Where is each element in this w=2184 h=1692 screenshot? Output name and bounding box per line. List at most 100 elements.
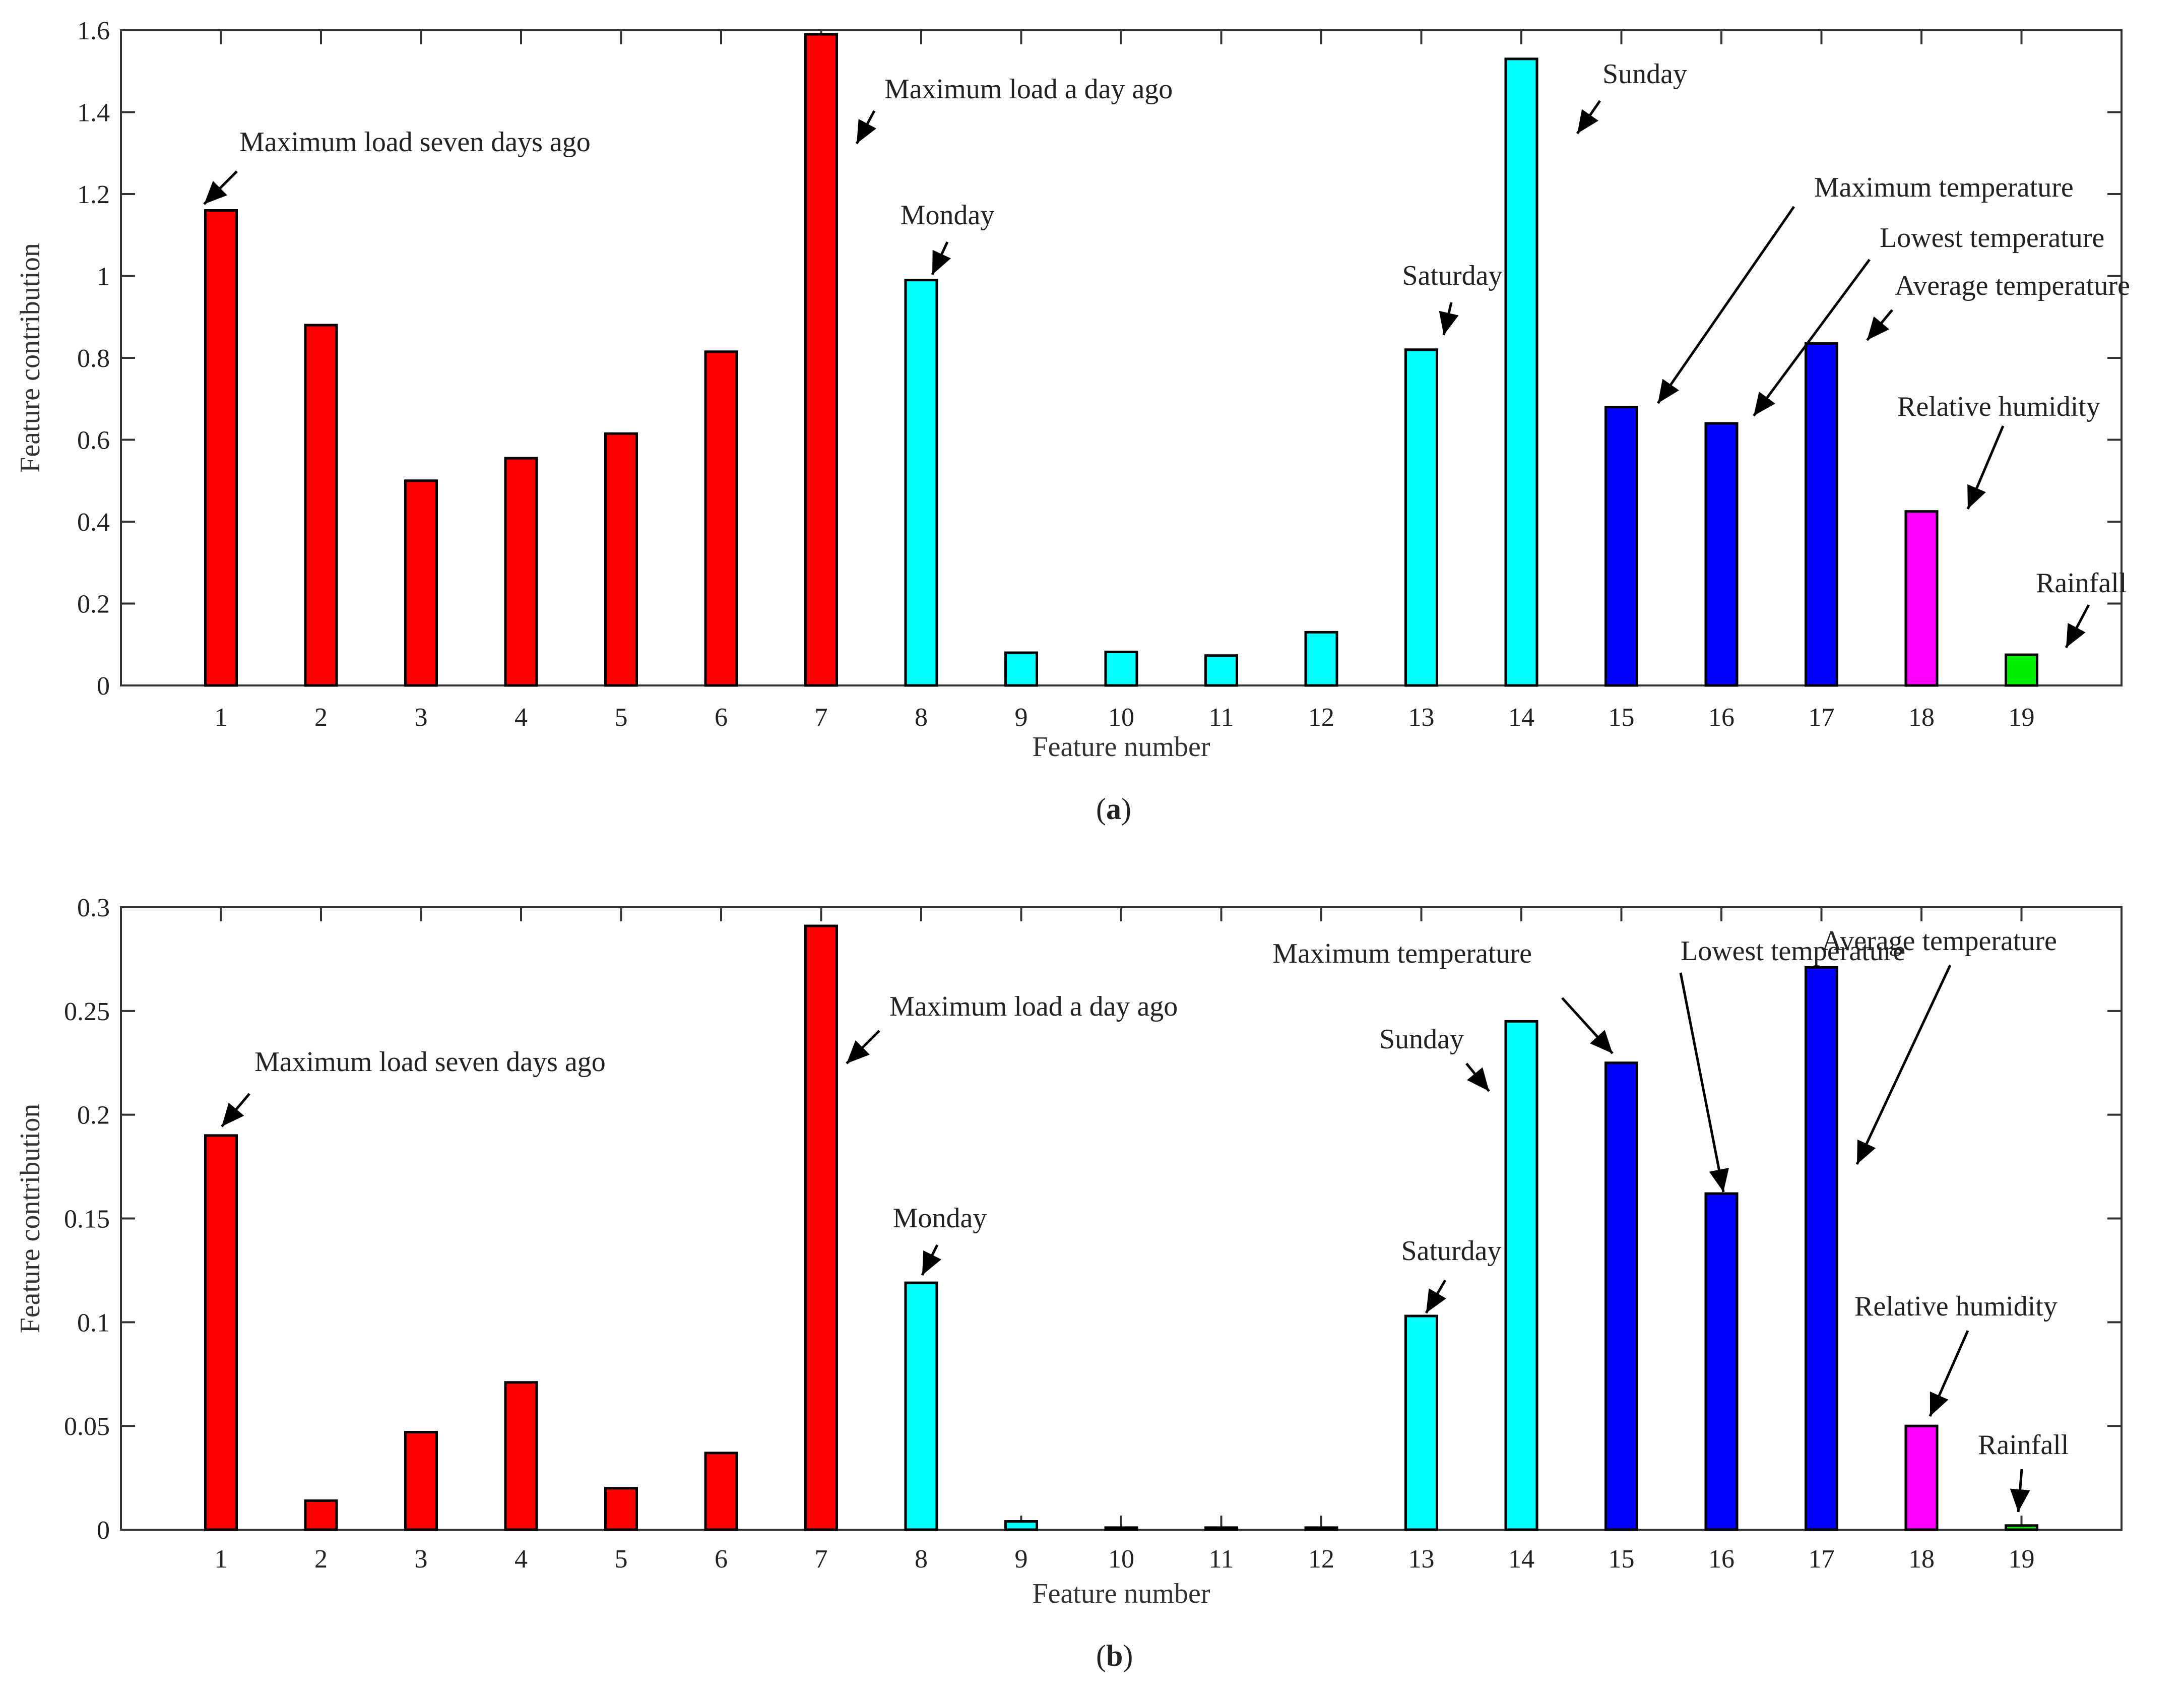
bar-feature-12 [1304,1526,1338,1531]
bar-feature-9 [1004,651,1038,687]
panel-caption: (b) [1096,1639,1133,1672]
annotation-arrow [855,110,876,145]
caption-open-paren: ( [1096,792,1106,826]
annotation-arrow [931,241,951,276]
annotation-arrow [1465,1062,1490,1092]
x-tick-label: 13 [1408,703,1435,732]
annotation-label: Relative humidity [1854,1291,2058,1322]
annotation-label: Lowest temperature [1681,935,1905,967]
annotation-arrow [1439,302,1459,336]
bar-feature-16 [1704,1192,1739,1531]
caption-close-paren: ) [1123,1639,1133,1672]
x-tick-label: 19 [2009,703,2035,732]
bar-feature-1 [204,1134,238,1531]
x-tick-label: 11 [1208,1545,1234,1574]
annotation-arrow [2065,604,2090,649]
x-tick-label: 8 [915,703,928,732]
bar-feature-2 [304,324,338,687]
annotation-arrow [1656,206,1795,404]
x-axis-title: Feature number [1033,731,1210,763]
x-tick-label: 11 [1208,703,1234,732]
annotation-label: Monday [893,1203,987,1234]
x-tick-label: 2 [314,703,328,732]
bar-feature-4 [504,457,538,687]
annotation-label: Saturday [1402,260,1502,291]
x-tick-label: 15 [1609,703,1635,732]
bar-feature-15 [1604,406,1638,687]
annotation-label: Maximum load a day ago [889,991,1178,1022]
y-tick-label: 0.6 [77,426,110,455]
y-tick-label: 0.15 [64,1205,110,1234]
panel-b: 00.050.10.150.20.250.31 2 3 4 5 6 7 8 9 10 11 12 13 1… [15,894,2123,1672]
annotation-label: Lowest temperature [1880,222,2104,254]
annotation-label: Maximum temperature [1272,938,1532,969]
y-tick-label: 1.4 [77,99,110,128]
x-tick-label: 5 [615,703,628,732]
annotation-label: Average temperature [1822,925,2057,957]
y-tick-label: 0.2 [77,590,110,619]
bar-feature-12 [1304,631,1338,687]
annotation-label: Rainfall [2036,568,2127,599]
panel-caption: (a) [1096,792,1131,826]
x-tick-label: 8 [915,1545,928,1574]
bar-feature-11 [1204,654,1238,687]
bar-feature-3 [404,479,438,687]
bar-feature-7 [804,33,838,687]
annotation-label: Sunday [1379,1024,1464,1055]
annotation-arrow [1679,972,1729,1193]
annotation-label: Relative humidity [1897,391,2100,422]
x-tick-label: 7 [815,703,828,732]
x-axis-title: Feature number [1033,1578,1210,1609]
annotation-arrow [1561,997,1614,1054]
bar-feature-7 [804,924,838,1531]
bar-feature-19 [2005,1524,2038,1531]
bar-feature-16 [1704,422,1739,687]
annotation-arrow [1576,100,1601,135]
y-tick-label: 0.1 [77,1308,110,1337]
annotation-label: Rainfall [1978,1429,2069,1461]
annotation-label: Average temperature [1895,270,2130,301]
bar-feature-18 [1904,510,1939,687]
x-tick-label: 14 [1508,703,1534,732]
x-tick-label: 12 [1308,703,1334,732]
x-tick-label: 3 [415,1545,428,1574]
x-tick-label: 16 [1708,703,1735,732]
bar-feature-4 [504,1381,538,1531]
bar-feature-5 [604,1487,638,1531]
y-tick-label: 1.6 [77,17,110,45]
annotation-arrow [921,1244,942,1276]
bar-feature-18 [1904,1424,1939,1531]
x-tick-label: 3 [415,703,428,732]
annotation-arrow [221,1093,250,1127]
annotation-label: Monday [901,200,995,231]
bar-feature-15 [1604,1061,1638,1531]
annotation-arrow [1866,309,1893,341]
bar-feature-9 [1004,1520,1038,1531]
x-tick-label: 5 [615,1545,628,1574]
bar-feature-6 [704,1452,738,1531]
y-tick-label: 0.3 [77,894,110,922]
annotation-arrow [1966,425,2005,510]
annotation-arrow [1855,964,1952,1165]
bar-feature-13 [1404,1314,1438,1531]
y-axis-title: Feature contribution [15,1104,46,1334]
x-tick-label: 19 [2009,1545,2035,1574]
annotation-label: Maximum temperature [1814,172,2074,203]
y-tick-label: 0.05 [64,1412,110,1441]
x-tick-label: 16 [1708,1545,1735,1574]
bar-feature-8 [904,279,938,687]
x-tick-label: 6 [715,703,728,732]
y-tick-label: 0 [97,1516,110,1545]
bar-feature-1 [204,209,238,687]
x-tick-label: 9 [1015,703,1028,732]
annotation-arrow [846,1030,880,1064]
x-tick-label: 10 [1108,703,1134,732]
bar-feature-10 [1104,650,1138,687]
annotation-arrow [1425,1279,1447,1314]
y-tick-label: 0.25 [64,997,110,1026]
x-tick-label: 4 [515,703,528,732]
panel-a: 00.20.40.60.811.21.41.61 2 3 4 5 6 7 8 9 10 11 12 13… [15,17,2130,826]
x-tick-label: 1 [215,703,228,732]
y-tick-label: 0 [97,672,110,701]
